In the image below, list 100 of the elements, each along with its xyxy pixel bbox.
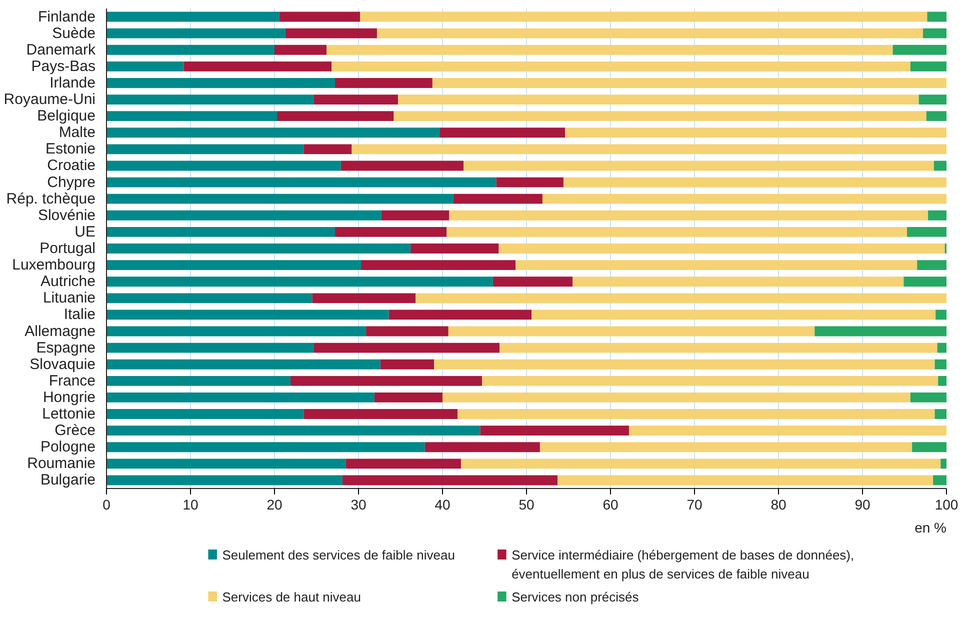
bar <box>380 359 434 370</box>
bar <box>106 28 286 38</box>
y-tick-label: Malte <box>58 124 96 142</box>
x-tick-label: 60 <box>602 496 618 512</box>
bar <box>106 177 496 188</box>
legend-label: Seulement des services de faible niveau <box>222 548 455 562</box>
bar <box>106 61 184 72</box>
bar <box>334 78 432 88</box>
y-tick-label: Suède <box>52 24 96 42</box>
bar <box>907 226 946 237</box>
bar <box>106 392 374 402</box>
bar <box>334 226 447 237</box>
bar <box>106 44 274 55</box>
x-tick-label: 40 <box>434 496 450 512</box>
legend-label: Services non précisés <box>512 590 640 604</box>
bar <box>106 94 314 104</box>
bar <box>184 61 332 72</box>
bar <box>106 260 362 270</box>
bar <box>106 276 493 287</box>
bar <box>416 293 946 304</box>
bar <box>376 28 923 38</box>
bar <box>381 210 450 220</box>
bar <box>106 458 346 469</box>
y-tick-label: Pays-Bas <box>31 58 96 75</box>
x-tick-label: 90 <box>854 496 870 512</box>
bar <box>500 342 938 353</box>
bar <box>106 342 314 353</box>
bar <box>912 442 946 452</box>
bar <box>938 376 946 386</box>
bar <box>922 28 946 38</box>
bar <box>927 12 946 22</box>
bar <box>934 359 946 370</box>
x-tick-label: 10 <box>182 496 198 512</box>
bar <box>304 409 458 419</box>
bar <box>814 326 946 336</box>
y-tick-label: France <box>48 372 96 390</box>
bar <box>918 94 946 104</box>
bar <box>892 44 946 55</box>
bar <box>434 359 935 370</box>
bar <box>106 326 366 336</box>
bar <box>106 426 480 436</box>
bar <box>424 442 540 452</box>
bar <box>532 310 936 320</box>
y-tick-label: Slovénie <box>38 206 96 224</box>
bar <box>106 226 335 237</box>
bar <box>910 392 946 402</box>
bar <box>106 409 304 419</box>
bar <box>106 475 343 486</box>
bar <box>106 293 312 304</box>
y-tick-label: Lettonie <box>42 406 96 423</box>
bar <box>340 160 464 171</box>
y-tick-label: UE <box>74 223 96 240</box>
bar <box>326 44 893 55</box>
y-tick-label: Pologne <box>40 438 96 456</box>
y-tick-label: Roumanie <box>27 455 96 472</box>
bar <box>106 12 280 22</box>
bar <box>558 475 934 486</box>
x-tick-label: 0 <box>102 496 111 512</box>
y-tick-label: Allemagne <box>24 322 96 340</box>
bar <box>106 359 380 370</box>
bar <box>628 426 946 436</box>
bar <box>361 260 516 270</box>
x-axis-title: en % <box>914 520 947 536</box>
y-tick-label: Chypre <box>47 174 96 191</box>
bar <box>106 442 425 452</box>
bar <box>360 12 928 22</box>
bar <box>910 61 946 72</box>
bar <box>442 392 910 402</box>
bar <box>940 458 946 469</box>
x-tick-label: 80 <box>770 496 786 512</box>
bar <box>410 244 499 254</box>
x-tick-label: 70 <box>686 496 702 512</box>
y-tick-label: Luxembourg <box>12 256 96 274</box>
bar <box>540 442 912 452</box>
y-tick-label: Grèce <box>54 422 96 440</box>
legend-label: Services de haut niveau <box>222 590 362 604</box>
bar <box>106 160 341 171</box>
x-tick-label: 100 <box>934 496 958 512</box>
bar <box>482 376 938 386</box>
bar <box>453 194 542 204</box>
bar <box>290 376 482 386</box>
bar <box>446 226 908 237</box>
bar <box>346 458 461 469</box>
y-tick-label: Espagne <box>36 339 96 356</box>
bar <box>904 276 946 287</box>
bar <box>934 160 946 171</box>
bar <box>516 260 918 270</box>
bar <box>388 310 532 320</box>
x-tick-label: 20 <box>266 496 282 512</box>
y-tick-label: Danemark <box>26 41 96 58</box>
y-tick-label: Hongrie <box>42 388 96 406</box>
bar <box>432 78 946 88</box>
y-tick-label: Croatie <box>47 157 96 174</box>
legend-label: Service intermédiaire (hébergement de bases de données), éventuellement en plus de services de faible niveau <box>512 548 854 582</box>
bar <box>542 194 946 204</box>
y-tick-label: Slovaquie <box>30 356 96 373</box>
y-tick-label: Portugal <box>40 240 96 257</box>
x-tick-label: 30 <box>350 496 366 512</box>
bar <box>274 44 327 55</box>
bar <box>448 326 815 336</box>
